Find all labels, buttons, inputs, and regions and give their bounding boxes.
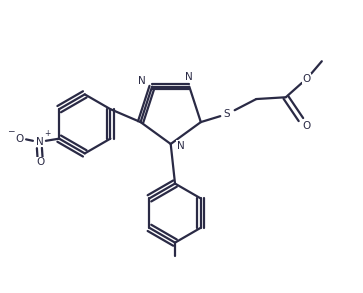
Text: N: N	[138, 76, 146, 86]
Text: S: S	[224, 109, 230, 119]
Text: N: N	[185, 71, 193, 81]
Text: N: N	[176, 141, 184, 151]
Text: O: O	[36, 157, 44, 167]
Text: +: +	[44, 129, 50, 138]
Text: N: N	[36, 137, 43, 146]
Text: O: O	[16, 134, 24, 144]
Text: O: O	[302, 74, 311, 84]
Text: −: −	[7, 126, 15, 135]
Text: O: O	[302, 121, 311, 131]
